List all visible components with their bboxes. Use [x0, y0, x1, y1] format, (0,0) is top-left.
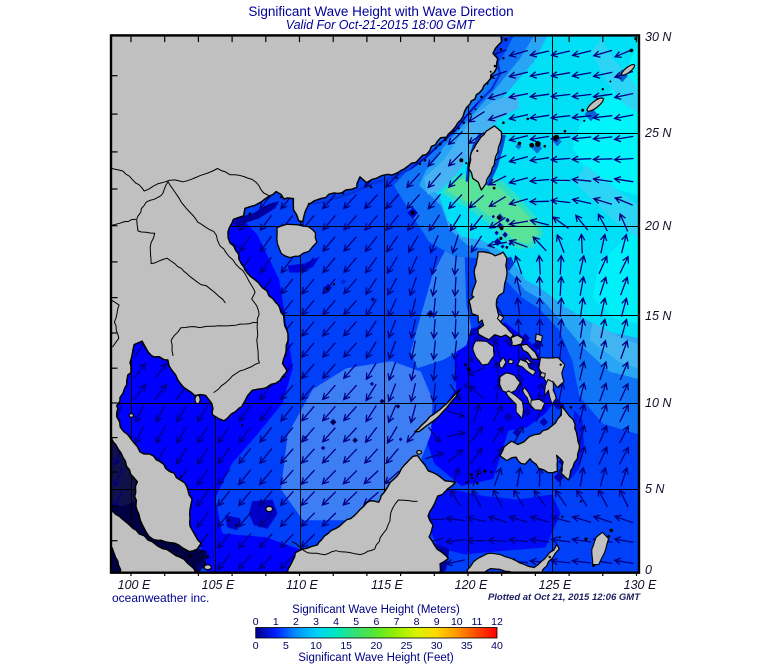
svg-text:2: 2 — [293, 616, 299, 628]
svg-text:12: 12 — [491, 616, 503, 628]
svg-text:1: 1 — [273, 616, 279, 628]
svg-text:15 N: 15 N — [645, 309, 672, 323]
svg-text:0: 0 — [645, 563, 652, 577]
svg-text:4: 4 — [333, 616, 339, 628]
svg-text:30 N: 30 N — [645, 30, 672, 44]
svg-text:3: 3 — [313, 616, 319, 628]
svg-text:0: 0 — [253, 640, 259, 652]
svg-text:105 E: 105 E — [202, 578, 235, 592]
svg-text:Significant Wave Height (Feet): Significant Wave Height (Feet) — [298, 652, 454, 664]
svg-text:Significant Wave Height (Meter: Significant Wave Height (Meters) — [292, 604, 460, 616]
svg-text:5 N: 5 N — [645, 482, 665, 496]
svg-text:5: 5 — [283, 640, 289, 652]
svg-text:7: 7 — [394, 616, 400, 628]
svg-text:100 E: 100 E — [118, 578, 151, 592]
svg-text:120 E: 120 E — [455, 578, 488, 592]
svg-text:20 N: 20 N — [644, 219, 672, 233]
svg-text:Significant Wave Height with W: Significant Wave Height with Wave Direct… — [248, 4, 513, 19]
svg-text:125 E: 125 E — [539, 578, 572, 592]
svg-text:115 E: 115 E — [371, 578, 403, 592]
svg-text:40: 40 — [491, 640, 503, 652]
svg-text:6: 6 — [373, 616, 379, 628]
svg-text:25 N: 25 N — [644, 126, 672, 140]
svg-text:20: 20 — [371, 640, 383, 652]
svg-text:5: 5 — [353, 616, 359, 628]
svg-text:8: 8 — [414, 616, 420, 628]
svg-text:110 E: 110 E — [286, 578, 318, 592]
svg-text:10: 10 — [310, 640, 322, 652]
svg-text:Plotted at Oct 21, 2015 12:06: Plotted at Oct 21, 2015 12:06 GMT — [488, 592, 641, 603]
svg-text:25: 25 — [401, 640, 413, 652]
svg-text:30: 30 — [431, 640, 443, 652]
svg-text:15: 15 — [340, 640, 352, 652]
svg-text:Valid For Oct-21-2015 18:00 GM: Valid For Oct-21-2015 18:00 GMT — [286, 18, 476, 32]
svg-text:oceanweather inc.: oceanweather inc. — [112, 591, 209, 605]
svg-text:0: 0 — [253, 616, 259, 628]
svg-text:10 N: 10 N — [645, 396, 672, 410]
svg-text:11: 11 — [471, 616, 482, 628]
svg-text:130 E: 130 E — [624, 578, 657, 592]
svg-text:35: 35 — [461, 640, 473, 652]
svg-text:9: 9 — [434, 616, 440, 628]
svg-text:10: 10 — [451, 616, 463, 628]
